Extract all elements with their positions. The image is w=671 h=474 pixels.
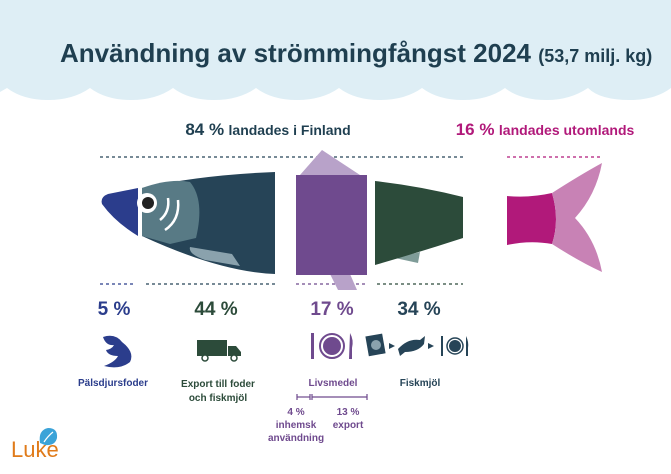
label-export-line1: Export till foder [181,379,255,390]
ventral-fin [330,274,357,290]
food-export-label: export [332,420,364,431]
luke-logo-leaf-icon [39,428,58,446]
fishmeal-chain-icon [365,333,469,357]
title-sub: (53,7 milj. kg) [538,46,653,66]
tail-fin [552,163,602,272]
gill-lines [159,197,180,232]
percent-food: 17 % [310,299,354,320]
food-export: 13 % export [333,406,364,432]
page-title: Användning av strömmingfångst 2024 (53,7… [60,38,652,69]
gill-cover [142,180,200,244]
luke-logo: Luke [11,437,59,462]
landed-finland-percent: 84 % [185,120,225,139]
anal-fin [395,252,420,263]
food-domestic-percent: 4 % [287,407,305,418]
food-domestic-line1: inhemsk [275,420,317,431]
label-export-feed: Export till foder och fiskmjöl [181,378,255,406]
fish-head-segment [101,188,138,236]
fish-body-food-segment [296,175,367,275]
percent-fur-feed: 5 % [97,299,131,320]
tail-stalk [507,193,556,245]
label-fur-feed: Pälsdjursfoder [77,378,149,389]
food-domestic-line2: användning [267,433,325,444]
food-export-percent: 13 % [336,407,360,418]
title-main: Användning av strömmingfångst 2024 [60,38,531,68]
dorsal-fin [300,150,360,175]
food-domestic: 4 % inhemsk användning [268,406,324,445]
pectoral-fin [189,247,240,266]
percent-fishmeal: 34 % [397,299,441,320]
percent-export-feed: 44 % [194,299,238,320]
landed-finland-text: landades i Finland [228,122,351,138]
fish-body-fishmeal-segment [375,181,463,265]
landed-finland-label: 84 % landades i Finland [185,120,350,140]
label-food: Livsmedel [308,378,358,389]
landed-abroad-percent: 16 % [455,120,495,139]
label-export-line2: och fiskmjöl [188,393,248,404]
landed-abroad-text: landades utomlands [498,122,635,138]
plate-cutlery-icon [311,333,353,359]
landed-abroad-label: 16 % landades utomlands [456,120,635,140]
sky-band [0,0,671,100]
fish-pupil [142,197,154,209]
truck-icon [197,340,241,362]
mink-icon [103,335,132,368]
label-fishmeal: Fiskmjöl [399,378,441,389]
